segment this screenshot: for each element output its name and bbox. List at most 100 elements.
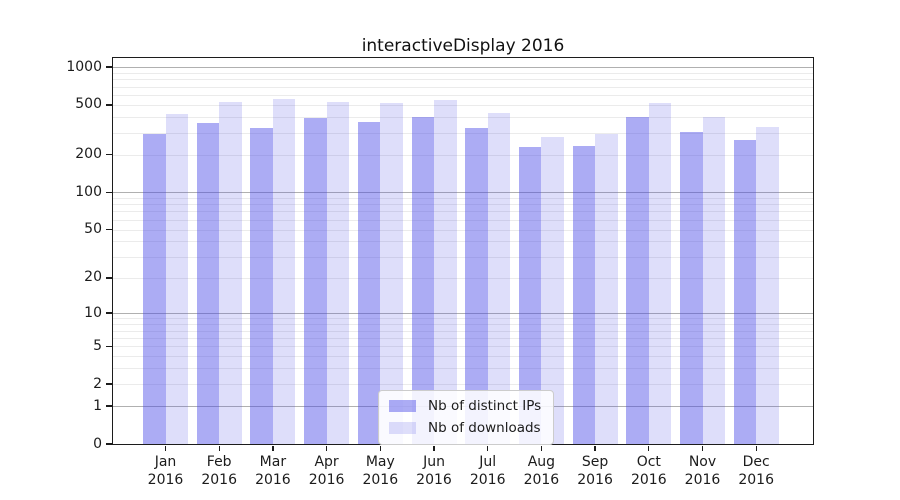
legend-entry-downloads: Nb of downloads	[389, 420, 541, 436]
x-tick-label: Apr 2016	[308, 454, 345, 488]
gridline	[113, 86, 813, 88]
gridline	[113, 211, 813, 213]
x-tick-label: Oct 2016	[630, 454, 667, 488]
gridline	[113, 72, 813, 74]
gridline	[113, 94, 813, 96]
bar-downloads	[434, 100, 457, 444]
x-tick-mark	[433, 445, 435, 451]
x-tick-label: Jul 2016	[469, 454, 506, 488]
bar-distinct-ips	[680, 131, 703, 444]
bar-distinct-ips	[733, 140, 757, 444]
x-tick-label: Aug 2016	[523, 454, 560, 488]
legend-swatch-downloads	[389, 422, 416, 434]
gridline	[113, 229, 813, 231]
bar-distinct-ips	[357, 122, 381, 444]
legend: Nb of distinct IPs Nb of downloads	[378, 390, 555, 445]
x-tick-label: Sep 2016	[577, 454, 613, 488]
gridline	[113, 204, 813, 206]
x-tick-mark	[594, 445, 596, 451]
x-tick-label: Jun 2016	[416, 454, 452, 488]
gridline-major	[113, 313, 813, 315]
y-tick-mark	[106, 405, 112, 407]
y-tick-mark	[106, 228, 112, 231]
legend-label-downloads: Nb of downloads	[428, 420, 541, 436]
x-tick-mark	[701, 445, 704, 451]
y-tick-mark	[106, 66, 112, 68]
y-tick-label: 200	[75, 146, 102, 163]
y-tick-label: 20	[84, 269, 102, 286]
x-tick-mark	[379, 445, 381, 451]
gridline	[113, 318, 813, 320]
gridline	[113, 324, 813, 326]
bar-distinct-ips	[411, 117, 434, 444]
bar-downloads	[219, 101, 242, 444]
y-tick-label: 50	[84, 221, 102, 237]
bar-downloads	[648, 103, 672, 444]
x-tick-mark	[164, 445, 167, 451]
gridline	[113, 256, 813, 258]
x-tick-mark	[325, 445, 328, 451]
gridline	[113, 277, 813, 279]
gridline	[113, 337, 813, 339]
gridline	[113, 384, 813, 386]
bar-downloads	[702, 117, 725, 444]
bar-distinct-ips	[304, 118, 327, 444]
y-tick-mark	[106, 312, 112, 314]
y-tick-label: 10	[84, 304, 102, 321]
bar-downloads	[272, 98, 296, 444]
gridline-major	[113, 192, 813, 194]
x-tick-label: Mar 2016	[255, 454, 291, 488]
bar-downloads	[380, 103, 403, 444]
y-tick-label: 500	[75, 96, 102, 113]
bar-downloads	[487, 113, 511, 444]
y-tick-label: 100	[75, 183, 102, 200]
gridline	[113, 368, 813, 370]
gridline-major	[113, 67, 813, 69]
y-tick-label: 1	[93, 397, 102, 414]
bar-downloads	[595, 133, 618, 444]
gridline	[113, 154, 813, 156]
gridline	[113, 197, 813, 199]
gridline	[113, 346, 813, 348]
x-tick-mark	[755, 445, 757, 451]
gridline	[113, 117, 813, 119]
bar-distinct-ips	[518, 147, 542, 444]
bar-distinct-ips	[143, 133, 166, 444]
gridline	[113, 104, 813, 106]
x-tick-label: May 2016	[362, 454, 399, 488]
x-tick-mark	[540, 445, 543, 451]
legend-label-distinct-ips: Nb of distinct IPs	[428, 398, 542, 414]
gridline	[113, 79, 813, 81]
gridline	[113, 219, 813, 221]
bar-downloads	[165, 114, 188, 444]
x-tick-mark	[218, 445, 220, 451]
bar-downloads	[756, 126, 779, 444]
x-tick-label: Nov 2016	[684, 454, 721, 488]
legend-swatch-distinct-ips	[389, 400, 416, 412]
y-tick-mark	[106, 383, 112, 385]
bar-distinct-ips	[465, 128, 488, 444]
bar-distinct-ips	[626, 117, 649, 444]
bar-distinct-ips	[572, 145, 596, 444]
x-tick-label: Dec 2016	[738, 454, 774, 488]
bar-distinct-ips	[250, 128, 273, 444]
plot-area: Nb of distinct IPs Nb of downloads	[112, 57, 814, 445]
gridline	[113, 132, 813, 134]
y-tick-mark	[106, 277, 112, 279]
y-tick-label: 5	[93, 337, 102, 354]
gridline	[113, 241, 813, 243]
y-tick-mark	[106, 191, 112, 193]
y-tick-label: 2	[93, 375, 102, 392]
x-tick-mark	[648, 445, 650, 451]
legend-entry-distinct-ips: Nb of distinct IPs	[389, 398, 541, 414]
y-tick-mark	[106, 345, 112, 347]
bar-downloads	[541, 137, 564, 444]
y-tick-label: 1000	[66, 58, 102, 75]
y-tick-mark	[106, 104, 112, 106]
x-tick-mark	[272, 445, 274, 451]
chart-title: interactiveDisplay 2016	[361, 36, 565, 56]
gridline	[113, 356, 813, 358]
y-tick-label: 0	[93, 435, 102, 452]
gridline	[113, 330, 813, 332]
